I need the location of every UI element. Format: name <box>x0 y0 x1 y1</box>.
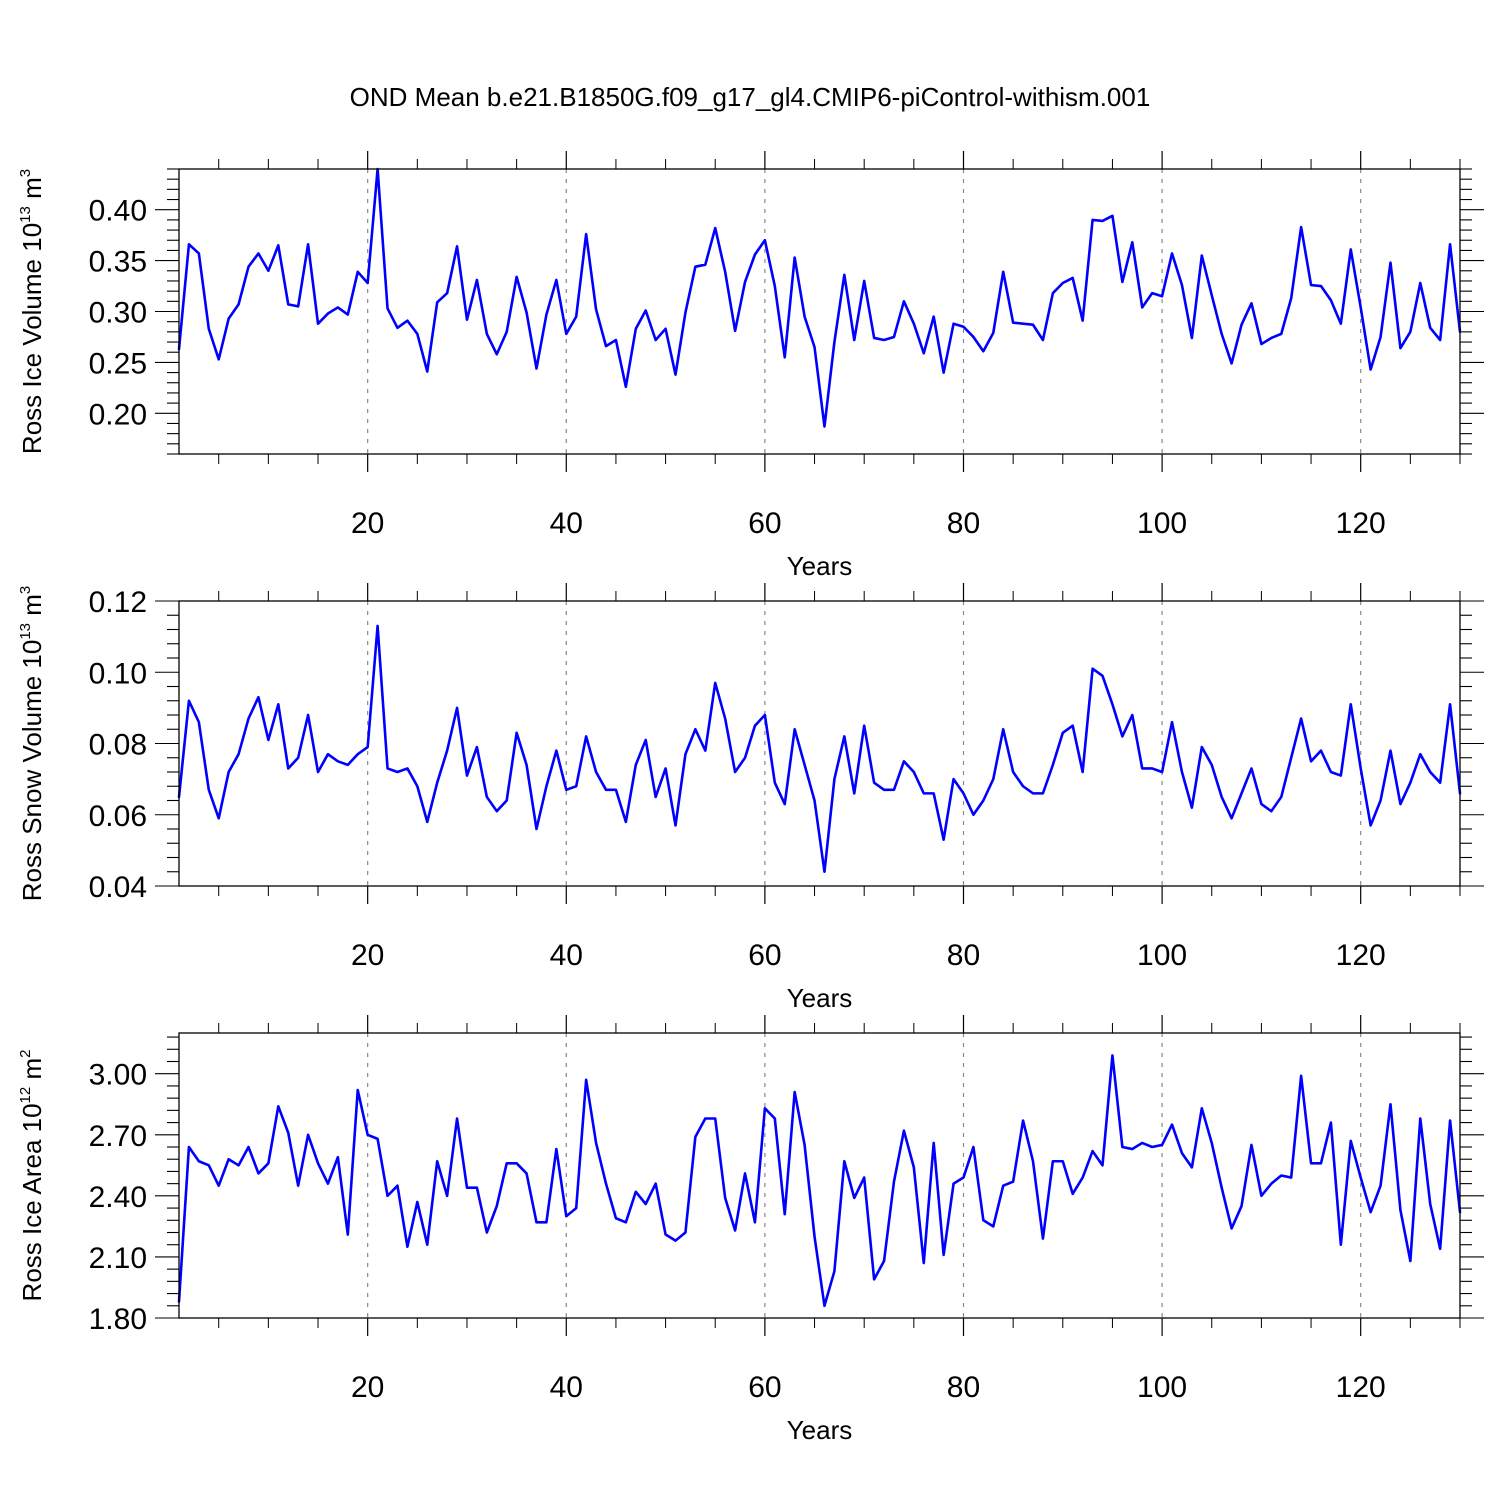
x-tick-label: 40 <box>550 507 583 540</box>
y-axis-label: Ross Ice Area 1012 m2 <box>17 1050 47 1302</box>
y-axis-label-superscript: 13 <box>17 206 34 223</box>
y-axis-label: Ross Snow Volume 1013 m3 <box>17 586 47 902</box>
series-line <box>177 624 1462 874</box>
series-line <box>177 167 1462 428</box>
x-tick-label: 40 <box>550 1371 583 1404</box>
y-tick-label: 0.25 <box>89 347 147 380</box>
plot-frame <box>178 1032 1461 1319</box>
panels: 0.20 0.25 0.30 0.35 0.40 20 40 60 80 100 120 Years R… <box>17 151 1484 1445</box>
x-axis-label: Years <box>787 1415 853 1445</box>
x-axis-label: Years <box>787 551 853 581</box>
y-axis-label-superscript: 12 <box>17 1087 34 1104</box>
panel-ice-area: 1.80 2.10 2.40 2.70 3.00 20 40 60 80 100 120 Years R… <box>17 1015 1484 1445</box>
x-tick-label: 120 <box>1336 1371 1386 1404</box>
y-tick-label: 3.00 <box>89 1059 147 1092</box>
series-line <box>177 1054 1462 1308</box>
x-tick-label: 20 <box>351 1371 384 1404</box>
x-axis-label: Years <box>787 983 853 1013</box>
y-tick-label: 0.10 <box>89 657 147 690</box>
y-axis-label-part: m <box>17 1058 47 1087</box>
y-tick-label: 2.10 <box>89 1242 147 1275</box>
plot-frame <box>178 168 1461 455</box>
y-tick-label: 0.30 <box>89 297 147 330</box>
y-axis-label-part: Ross Ice Area 10 <box>17 1103 47 1301</box>
y-tick-label: 1.80 <box>89 1303 147 1336</box>
y-tick-label: 0.06 <box>89 800 147 833</box>
y-axis-label-part: Ross Snow Volume 10 <box>17 640 47 902</box>
x-tick-label: 20 <box>351 507 384 540</box>
y-tick-label: 0.12 <box>89 586 147 619</box>
x-tick-label: 80 <box>947 507 980 540</box>
x-tick-label: 40 <box>550 939 583 972</box>
y-axis-label-superscript: 2 <box>17 1050 34 1058</box>
figure-title: OND Mean b.e21.B1850G.f09_g17_gl4.CMIP6-… <box>350 82 1151 112</box>
panel-snow-volume: 0.04 0.06 0.08 0.10 0.12 20 40 60 80 100 120 Years R… <box>17 583 1484 1013</box>
y-tick-label: 0.04 <box>89 871 147 904</box>
y-tick-label: 0.40 <box>89 195 147 228</box>
y-axis-label: Ross Ice Volume 1013 m3 <box>17 169 47 454</box>
y-axis-label-superscript: 3 <box>17 169 34 177</box>
x-tick-label: 100 <box>1137 939 1187 972</box>
y-axis-label-superscript: 13 <box>17 623 34 640</box>
x-tick-label: 80 <box>947 939 980 972</box>
x-tick-label: 20 <box>351 939 384 972</box>
x-tick-label: 120 <box>1336 507 1386 540</box>
y-axis-label-part: m <box>17 177 47 206</box>
x-tick-label: 100 <box>1137 507 1187 540</box>
y-tick-label: 2.70 <box>89 1120 147 1153</box>
y-axis-label-superscript: 3 <box>17 586 34 594</box>
y-tick-label: 0.20 <box>89 398 147 431</box>
y-axis-label-part: m <box>17 594 47 623</box>
y-tick-label: 2.40 <box>89 1181 147 1214</box>
x-tick-label: 100 <box>1137 1371 1187 1404</box>
x-tick-label: 80 <box>947 1371 980 1404</box>
x-tick-label: 60 <box>748 1371 781 1404</box>
y-tick-label: 0.35 <box>89 246 147 279</box>
plot-frame <box>178 600 1461 887</box>
y-axis-label-part: Ross Ice Volume 10 <box>17 223 47 454</box>
x-tick-label: 120 <box>1336 939 1386 972</box>
panel-ice-volume: 0.20 0.25 0.30 0.35 0.40 20 40 60 80 100 120 Years R… <box>17 151 1484 581</box>
x-tick-label: 60 <box>748 939 781 972</box>
y-tick-label: 0.08 <box>89 729 147 762</box>
x-tick-label: 60 <box>748 507 781 540</box>
